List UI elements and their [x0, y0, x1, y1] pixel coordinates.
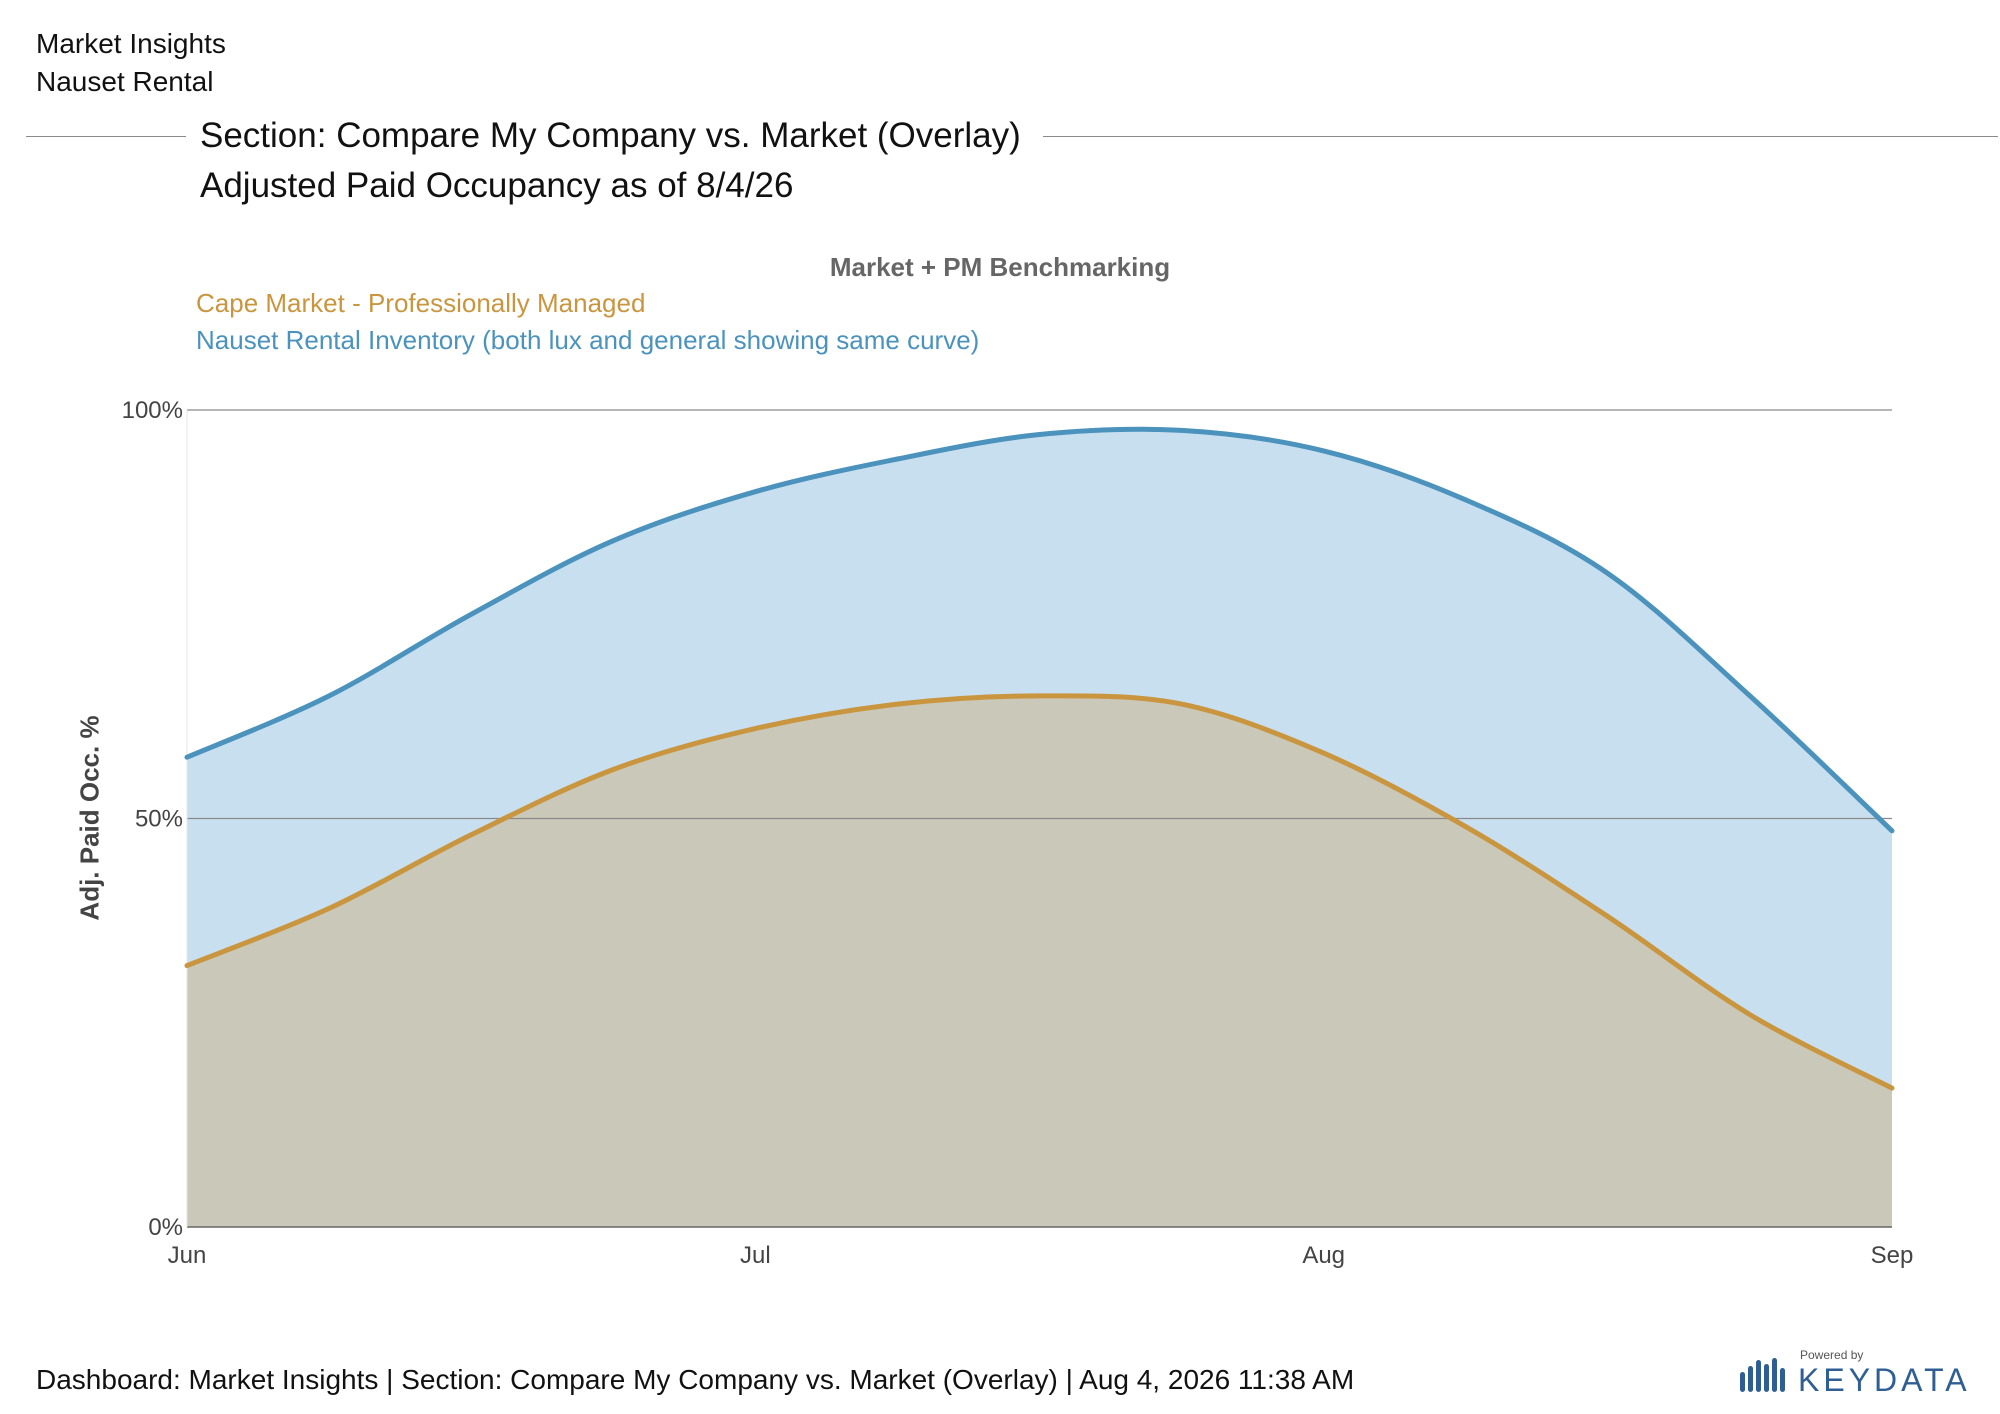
series-line-1: [184, 693, 1895, 1091]
divider-right: [1043, 136, 1998, 137]
x-tick-label: Jul: [740, 1242, 771, 1269]
y-tick-label: 50%: [135, 806, 183, 833]
app-title: Market Insights: [36, 28, 226, 59]
keydata-logo: Powered by KEYDATA: [1738, 1348, 1978, 1398]
x-tick-label: Aug: [1302, 1242, 1345, 1269]
legend-item-company[interactable]: Nauset Rental Inventory (both lux and ge…: [196, 325, 980, 355]
bar-graph-icon: [1740, 1358, 1785, 1392]
section-subtitle: Adjusted Paid Occupancy as of 8/4/26: [200, 166, 794, 205]
y-tick-label: 100%: [122, 397, 183, 424]
x-tick-label: Sep: [1871, 1242, 1914, 1269]
logo-powered-by: Powered by: [1800, 1348, 1864, 1362]
y-tick-label: 0%: [148, 1214, 183, 1241]
chart-title: Market + PM Benchmarking: [829, 252, 1171, 282]
section-title: Section: Compare My Company vs. Market (…: [200, 116, 1021, 155]
company-name: Nauset Rental: [36, 66, 214, 97]
legend-item-market[interactable]: Cape Market - Professionally Managed: [196, 288, 646, 318]
chart-legend: Cape Market - Professionally Managed Nau…: [196, 285, 1056, 359]
x-tick-label: Jun: [168, 1242, 207, 1269]
divider-left: [26, 136, 186, 137]
logo-name: KEYDATA: [1798, 1362, 1971, 1398]
footer-text: Dashboard: Market Insights | Section: Co…: [36, 1364, 1355, 1395]
chart-plot: 0% 50% 100% Jun Jul Aug Sep: [122, 397, 1914, 1269]
series-line-0: [184, 426, 1895, 834]
